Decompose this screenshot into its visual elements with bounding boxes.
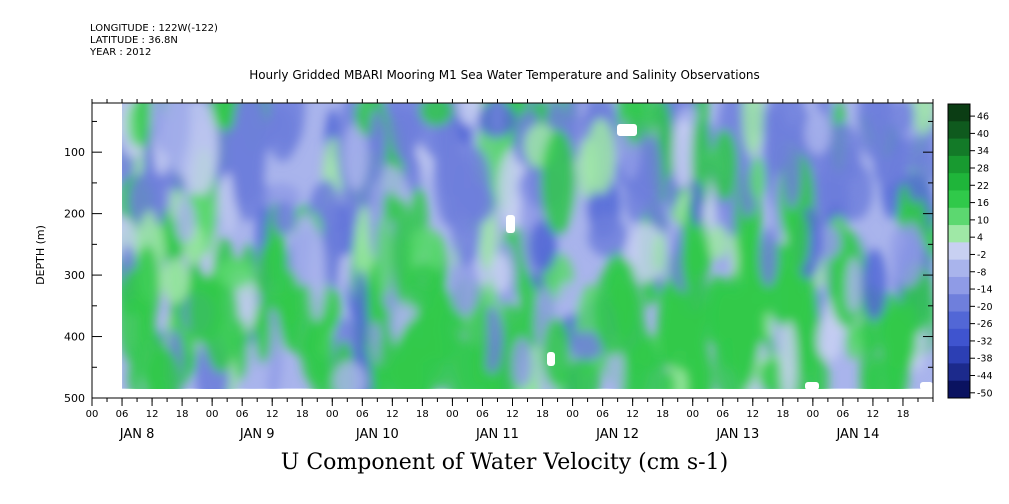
- day-label: JAN 14: [835, 427, 879, 442]
- x-tick-label: 00: [326, 409, 339, 420]
- colorbar-swatch: [948, 346, 970, 364]
- colorbar-swatch: [948, 311, 970, 330]
- colorbar-tick-label: 16: [977, 198, 989, 209]
- colorbar-swatch: [948, 328, 970, 347]
- colorbar-swatch: [948, 104, 970, 122]
- colorbar-swatch: [948, 294, 970, 313]
- y-axis-label: DEPTH (m): [34, 225, 47, 285]
- colorbar-swatch: [948, 363, 970, 382]
- colorbar-swatch: [948, 380, 970, 399]
- colorbar-tick-label: 46: [977, 112, 989, 123]
- x-tick-label: 00: [686, 409, 699, 420]
- y-tick-label: 100: [64, 146, 85, 159]
- colorbar-swatch: [948, 242, 970, 261]
- x-tick-label: 06: [356, 409, 369, 420]
- x-tick-label: 12: [746, 409, 759, 420]
- x-tick-label: 12: [506, 409, 519, 420]
- colorbar-tick-label: 34: [977, 146, 989, 157]
- year-label: YEAR : 2012: [90, 47, 152, 58]
- colorbar-tick-label: -26: [977, 319, 993, 330]
- missing-data-patches: [506, 124, 933, 390]
- latitude-label: LATITUDE : 36.8N: [90, 35, 178, 46]
- x-tick-label: 12: [146, 409, 159, 420]
- colorbar-swatch: [948, 190, 970, 209]
- x-tick-label: 06: [716, 409, 729, 420]
- colorbar-swatch: [948, 155, 970, 174]
- colorbar-tick-label: 22: [977, 181, 989, 192]
- day-label: JAN 8: [119, 427, 155, 442]
- colorbar-swatch: [948, 276, 970, 295]
- colorbar-tick-label: -32: [977, 336, 993, 347]
- colorbar-swatch: [948, 173, 970, 191]
- x-tick-label: 06: [596, 409, 609, 420]
- x-tick-label: 12: [386, 409, 399, 420]
- y-tick-label: 400: [64, 331, 85, 344]
- x-tick-label: 18: [776, 409, 789, 420]
- x-tick-label: 12: [266, 409, 279, 420]
- x-tick-label: 18: [897, 409, 910, 420]
- x-tick-label: 18: [296, 409, 309, 420]
- variable-title: U Component of Water Velocity (cm s-1): [280, 450, 729, 475]
- colorbar-tick-label: -14: [977, 285, 993, 296]
- colorbar-tick-label: -38: [977, 354, 993, 365]
- colorbar-swatch: [948, 259, 970, 278]
- x-tick-label: 06: [236, 409, 249, 420]
- x-tick-label: 06: [837, 409, 850, 420]
- colorbar-tick-label: 4: [977, 233, 983, 244]
- x-tick-label: 12: [626, 409, 639, 420]
- day-label: JAN 12: [595, 427, 639, 442]
- colorbar: 46 40 34 28 22 16 10 4 -2 -8 -14 -20 -26 -32 -38 -44 -50: [947, 103, 993, 399]
- heatmap-plot: 00 06 12 18 00 06 12 18 00 06 12 18 00 06 12 18 00 06 12 18…: [34, 99, 993, 442]
- x-tick-label: 12: [867, 409, 880, 420]
- colorbar-tick-label: 28: [977, 163, 989, 174]
- x-tick-label: 00: [446, 409, 459, 420]
- colorbar-swatch: [948, 207, 970, 226]
- metadata-block: LONGITUDE : 122W(-122) LATITUDE : 36.8N …: [90, 23, 218, 59]
- x-tick-label: 18: [416, 409, 429, 420]
- day-label: JAN 9: [239, 427, 275, 442]
- colorbar-swatch: [948, 225, 970, 243]
- x-tick-label: 18: [176, 409, 189, 420]
- x-tick-label: 06: [116, 409, 129, 420]
- x-tick-label: 00: [806, 409, 819, 420]
- x-tick-label: 18: [656, 409, 669, 420]
- colorbar-swatch: [948, 121, 970, 140]
- x-tick-label: 00: [566, 409, 579, 420]
- y-tick-label: 200: [64, 208, 85, 221]
- colorbar-tick-label: 10: [977, 215, 989, 226]
- day-label: JAN 13: [715, 427, 759, 442]
- x-tick-label: 06: [476, 409, 489, 420]
- colorbar-tick-label: 40: [977, 129, 989, 140]
- x-tick-label: 00: [206, 409, 219, 420]
- day-label: JAN 10: [355, 427, 399, 442]
- x-tick-label: 00: [86, 409, 99, 420]
- longitude-label: LONGITUDE : 122W(-122): [90, 23, 218, 34]
- velocity-field: [122, 103, 934, 389]
- day-label: JAN 11: [475, 427, 519, 442]
- colorbar-tick-label: -2: [977, 250, 986, 261]
- colorbar-tick-label: -50: [977, 388, 993, 399]
- y-tick-label: 500: [64, 392, 85, 405]
- colorbar-swatch: [948, 138, 970, 157]
- colorbar-tick-label: -8: [977, 267, 986, 278]
- colorbar-tick-label: -20: [977, 302, 993, 313]
- colorbar-tick-label: -44: [977, 371, 993, 382]
- plot-axes: 00 06 12 18 00 06 12 18 00 06 12 18 00 06 12 18 00 06 12 18…: [64, 99, 934, 442]
- chart-title: Hourly Gridded MBARI Mooring M1 Sea Wate…: [249, 68, 760, 82]
- y-tick-label: 300: [64, 269, 85, 282]
- x-tick-label: 18: [536, 409, 549, 420]
